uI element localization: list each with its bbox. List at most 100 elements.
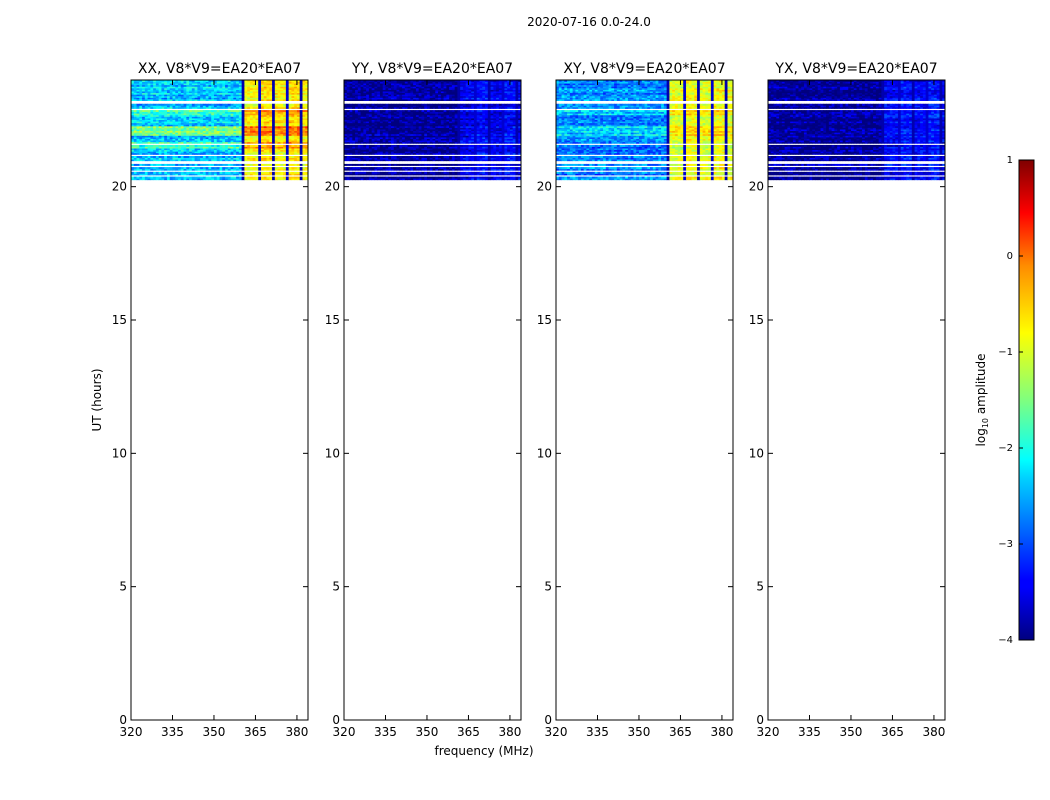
- heatmap-cell: [473, 138, 478, 141]
- heatmap-cell: [139, 151, 143, 154]
- heatmap-cell: [155, 149, 160, 152]
- heatmap-cell: [238, 89, 243, 92]
- heatmap-cell: [283, 110, 287, 113]
- heatmap-cell: [476, 163, 480, 166]
- heatmap-cell: [296, 94, 301, 97]
- heatmap-cell: [296, 106, 301, 109]
- heatmap-cell: [197, 129, 201, 132]
- heatmap-cell: [366, 157, 370, 160]
- heatmap-cell: [155, 167, 160, 170]
- heatmap-cell: [144, 178, 148, 181]
- heatmap-cell: [460, 141, 464, 144]
- heatmap-cell: [211, 168, 215, 171]
- heatmap-cell: [460, 178, 464, 181]
- heatmap-cell: [413, 178, 417, 181]
- heatmap-cell: [404, 159, 409, 162]
- heatmap-cell: [166, 116, 171, 119]
- heatmap-cell: [205, 151, 209, 154]
- heatmap-cell: [260, 176, 265, 179]
- heatmap-cell: [249, 141, 254, 144]
- heatmap-cell: [454, 133, 458, 136]
- heatmap-cell: [496, 168, 500, 171]
- heatmap-cell: [136, 105, 140, 108]
- heatmap-cell: [371, 159, 375, 162]
- heatmap-cell: [205, 116, 209, 119]
- heatmap-cell: [305, 148, 309, 151]
- heatmap-cell: [399, 178, 403, 181]
- heatmap-cell: [277, 111, 281, 114]
- heatmap-cell: [202, 124, 207, 127]
- heatmap-cell: [186, 168, 190, 171]
- heatmap-cell: [211, 157, 215, 160]
- heatmap-cell: [216, 113, 220, 116]
- heatmap-cell: [161, 156, 165, 158]
- heatmap-cell: [200, 132, 204, 135]
- heatmap-cell: [244, 91, 248, 94]
- heatmap-cell: [238, 86, 243, 89]
- heatmap-cell: [272, 124, 276, 127]
- heatmap-cell: [396, 135, 400, 138]
- heatmap-cell: [197, 111, 201, 114]
- heatmap-cell: [205, 91, 209, 94]
- heatmap-cell: [244, 171, 248, 174]
- heatmap-cell: [460, 163, 464, 166]
- heatmap-cell: [255, 137, 259, 139]
- heatmap-cell: [158, 178, 162, 181]
- heatmap-cell: [227, 94, 231, 97]
- heatmap-cell: [200, 167, 204, 170]
- heatmap-cell: [352, 148, 356, 151]
- heatmap-cell: [299, 118, 303, 120]
- heatmap-cell: [155, 84, 160, 87]
- heatmap-cell: [490, 148, 494, 151]
- heatmap-cell: [385, 173, 389, 176]
- heatmap-cell: [175, 135, 179, 138]
- heatmap-cell: [280, 86, 284, 89]
- heatmap-cell: [462, 130, 467, 133]
- heatmap-cell: [180, 144, 184, 147]
- heatmap-cell: [139, 121, 143, 124]
- heatmap-cell: [153, 137, 157, 139]
- heatmap-cell: [133, 97, 137, 100]
- heatmap-cell: [504, 144, 508, 147]
- heatmap-cell: [139, 114, 143, 117]
- heatmap-cell: [131, 99, 135, 101]
- heatmap-cell: [377, 133, 381, 136]
- heatmap-cell: [399, 151, 403, 154]
- heatmap-cell: [485, 171, 489, 174]
- heatmap-cell: [294, 144, 298, 147]
- heatmap-cell: [166, 167, 171, 170]
- heatmap-cell: [435, 137, 439, 139]
- heatmap-cell: [344, 173, 348, 176]
- heatmap-cell: [142, 138, 146, 141]
- heatmap-cell: [169, 111, 173, 114]
- heatmap-cell: [241, 171, 245, 174]
- heatmap-cell: [355, 173, 359, 176]
- heatmap-cell: [197, 99, 201, 101]
- heatmap-cell: [180, 171, 184, 174]
- heatmap-cell: [258, 111, 262, 114]
- heatmap-cell: [291, 176, 295, 179]
- heatmap-cell: [415, 157, 420, 160]
- heatmap-cell: [216, 122, 220, 125]
- heatmap-cell: [216, 171, 220, 174]
- heatmap-cell: [180, 106, 184, 109]
- heatmap-cell: [175, 86, 179, 89]
- heatmap-cell: [493, 151, 497, 154]
- heatmap-cell: [133, 167, 137, 170]
- heatmap-cell: [272, 159, 276, 162]
- heatmap-cell: [498, 168, 503, 171]
- heatmap-cell: [153, 110, 157, 113]
- heatmap-cell: [139, 141, 143, 144]
- heatmap-cell: [238, 159, 243, 162]
- heatmap-cell: [194, 95, 198, 98]
- heatmap-cell: [413, 133, 417, 136]
- heatmap-cell: [413, 152, 417, 155]
- heatmap-cell: [213, 114, 218, 117]
- heatmap-cell: [302, 176, 306, 179]
- heatmap-cell: [305, 132, 309, 135]
- heatmap-cell: [269, 178, 273, 181]
- heatmap-cell: [183, 124, 187, 127]
- heatmap-cell: [263, 80, 267, 82]
- heatmap-cell: [432, 137, 436, 139]
